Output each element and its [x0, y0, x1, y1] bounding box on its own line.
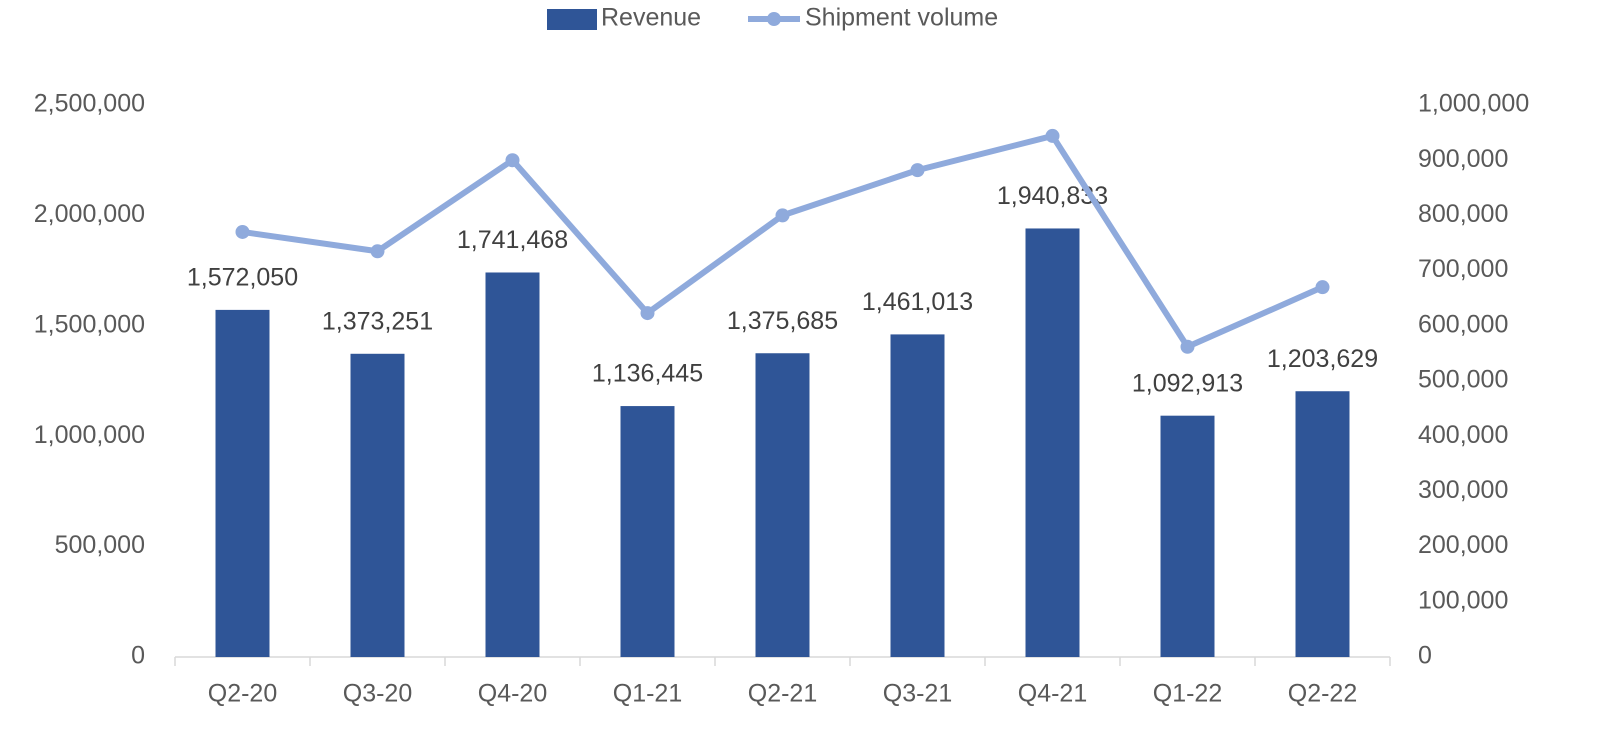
x-tick-label: Q1-22: [1153, 680, 1222, 708]
x-tick-label: Q2-21: [748, 680, 817, 708]
data-label: 1,741,468: [457, 226, 568, 254]
y-tick-label: 0: [1418, 642, 1432, 670]
x-tick-label: Q4-20: [478, 680, 547, 708]
bar: [1025, 228, 1080, 657]
legend-swatch: [547, 9, 597, 30]
y-tick-label: 500,000: [55, 531, 145, 559]
x-tick-label: Q4-21: [1018, 680, 1087, 708]
y-tick-label: 100,000: [1418, 586, 1508, 614]
x-tick-label: Q2-22: [1288, 680, 1357, 708]
y-tick-label: 900,000: [1418, 145, 1508, 173]
y-tick-label: 2,500,000: [34, 90, 145, 118]
y-tick-label: 2,000,000: [34, 200, 145, 228]
x-tick-label: Q2-20: [208, 680, 277, 708]
y-tick-label: 1,000,000: [1418, 90, 1529, 118]
y-tick-label: 1,000,000: [34, 421, 145, 449]
y-tick-label: 700,000: [1418, 255, 1508, 283]
legend-label: Revenue: [601, 4, 701, 32]
line-marker: [505, 153, 520, 168]
bar: [485, 272, 540, 657]
data-label: 1,572,050: [187, 264, 298, 292]
x-tick-label: Q1-21: [613, 680, 682, 708]
y-tick-label: 500,000: [1418, 366, 1508, 394]
line-marker: [1180, 339, 1195, 354]
bar: [1160, 415, 1215, 657]
data-label: 1,375,685: [727, 307, 838, 335]
bar: [890, 334, 945, 657]
y-tick-label: 200,000: [1418, 531, 1508, 559]
y-tick-label: 800,000: [1418, 200, 1508, 228]
y-tick-label: 0: [131, 642, 145, 670]
y-tick-label: 1,500,000: [34, 310, 145, 338]
line-marker: [1315, 280, 1330, 295]
line-marker: [775, 208, 790, 223]
data-label: 1,136,445: [592, 360, 703, 388]
data-label: 1,373,251: [322, 307, 433, 335]
x-tick-label: Q3-21: [883, 680, 952, 708]
legend-swatch: [767, 12, 781, 26]
data-label: 1,203,629: [1267, 345, 1378, 373]
line-marker: [640, 306, 655, 321]
line-marker: [235, 224, 250, 239]
bar: [215, 309, 270, 657]
line-marker: [370, 244, 385, 259]
bar: [755, 353, 810, 657]
bar: [620, 406, 675, 657]
legend-label: Shipment volume: [805, 4, 998, 32]
x-tick-label: Q3-20: [343, 680, 412, 708]
line-marker: [910, 163, 925, 178]
bar: [350, 353, 405, 657]
bar: [1295, 391, 1350, 657]
y-tick-label: 400,000: [1418, 421, 1508, 449]
y-tick-label: 300,000: [1418, 476, 1508, 504]
y-tick-label: 600,000: [1418, 310, 1508, 338]
data-label: 1,092,913: [1132, 369, 1243, 397]
data-label: 1,461,013: [862, 288, 973, 316]
line-marker: [1045, 128, 1060, 143]
